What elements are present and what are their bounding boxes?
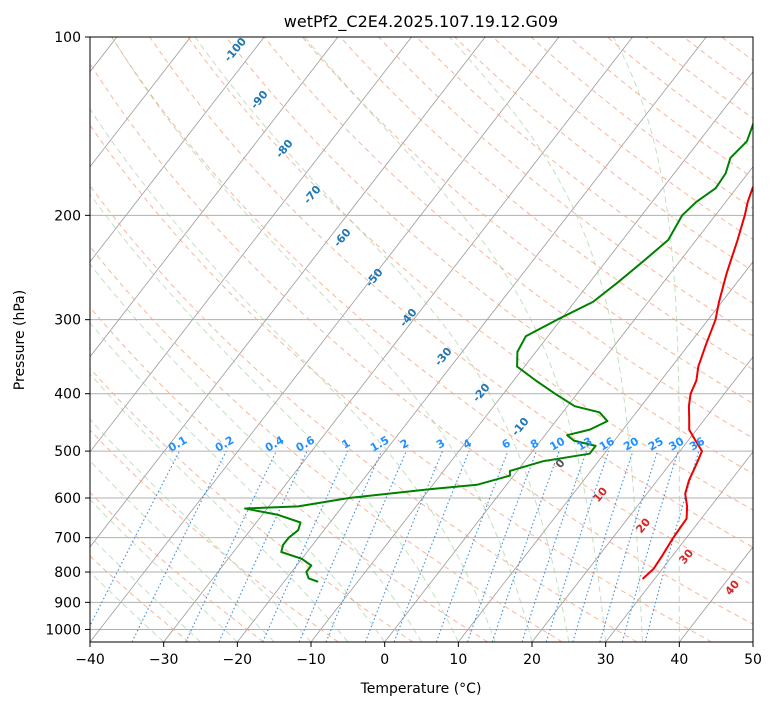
mixing-ratio-line xyxy=(325,450,407,642)
x-tick-label: −20 xyxy=(223,652,253,668)
x-tick-label: 20 xyxy=(523,652,541,668)
mixing-ratio-line xyxy=(599,450,659,642)
x-tick-label: 10 xyxy=(449,652,467,668)
isotherm-line xyxy=(90,37,265,263)
isotherm-line xyxy=(90,37,412,453)
mixing-ratio-line xyxy=(262,450,349,642)
moist-adiabat xyxy=(90,418,312,642)
isotherm-line xyxy=(458,261,753,642)
moist-adiabat xyxy=(194,37,570,642)
x-tick-label: 40 xyxy=(670,652,688,668)
moist-adiabat xyxy=(111,37,533,642)
dry-adiabat xyxy=(90,367,414,642)
dry-adiabat xyxy=(606,37,753,149)
dry-adiabat xyxy=(378,37,753,337)
x-tick-label: −10 xyxy=(296,652,326,668)
mixing-ratio-line xyxy=(572,450,634,642)
x-tick-label: 30 xyxy=(597,652,615,668)
dry-adiabat xyxy=(416,37,753,304)
mixing-ratio-line xyxy=(185,450,277,642)
moist-adiabat xyxy=(90,108,496,642)
dry-adiabat xyxy=(225,37,753,475)
isotherm-line xyxy=(384,166,753,642)
isotherm-line xyxy=(90,37,486,548)
x-tick-label: −30 xyxy=(149,652,179,668)
mixing-ratio-line xyxy=(218,450,308,642)
dry-adiabat xyxy=(568,37,753,179)
x-tick-label: 0 xyxy=(380,652,389,668)
y-tick-label: 100 xyxy=(54,30,81,46)
y-tick-label: 600 xyxy=(54,491,81,507)
dry-adiabat xyxy=(149,37,753,548)
y-tick-label: 1000 xyxy=(45,622,81,638)
y-tick-label: 300 xyxy=(54,313,81,329)
plot-frame xyxy=(89,36,754,643)
dry-adiabat xyxy=(90,185,638,642)
moist-adiabat xyxy=(90,322,386,642)
moist-adiabat xyxy=(90,263,422,642)
isotherm-line xyxy=(163,37,633,642)
mixing-ratio-line xyxy=(621,450,679,642)
dry-adiabat xyxy=(90,245,563,642)
dry-adiabat xyxy=(187,37,753,511)
mixing-ratio-line xyxy=(466,450,538,642)
mixing-ratio-line xyxy=(491,450,560,642)
dry-adiabat xyxy=(111,37,753,586)
x-axis-label: Temperature (°C) xyxy=(360,681,482,697)
moist-adiabat xyxy=(449,37,643,642)
y-tick-label: 900 xyxy=(54,595,81,611)
isotherm-line xyxy=(605,451,753,642)
dry-adiabat xyxy=(90,429,339,642)
y-tick-label: 200 xyxy=(54,208,81,224)
moist-adiabat xyxy=(612,37,680,642)
moist-adiabat xyxy=(304,37,607,642)
dry-adiabat xyxy=(90,306,488,642)
y-tick-label: 800 xyxy=(54,565,81,581)
y-tick-label: 400 xyxy=(54,387,81,403)
chart-title: wetPf2_C2E4.2025.107.19.12.G09 xyxy=(284,12,558,32)
moist-adiabat xyxy=(90,460,275,642)
moist-adiabat xyxy=(90,193,459,642)
profile-line xyxy=(244,122,753,583)
mixing-ratio-line xyxy=(545,450,610,642)
dry-adiabat xyxy=(301,37,753,405)
mixing-ratio-line xyxy=(298,450,383,642)
isotherm-line xyxy=(237,37,707,642)
mixing-ratio-line xyxy=(131,450,227,642)
x-tick-label: 50 xyxy=(744,652,762,668)
y-tick-label: 700 xyxy=(54,531,81,547)
profile-line xyxy=(642,185,753,580)
x-tick-label: −40 xyxy=(75,652,105,668)
y-axis-label: Pressure (hPa) xyxy=(12,290,28,390)
isotherm-line xyxy=(531,356,753,642)
dry-adiabat xyxy=(263,37,753,439)
isotherm-line xyxy=(90,37,191,168)
isotherm-line xyxy=(90,37,560,642)
y-tick-label: 500 xyxy=(54,444,81,460)
isotherm-line xyxy=(310,71,753,642)
mixing-ratio-line xyxy=(521,450,588,642)
dry-adiabat xyxy=(340,37,753,370)
